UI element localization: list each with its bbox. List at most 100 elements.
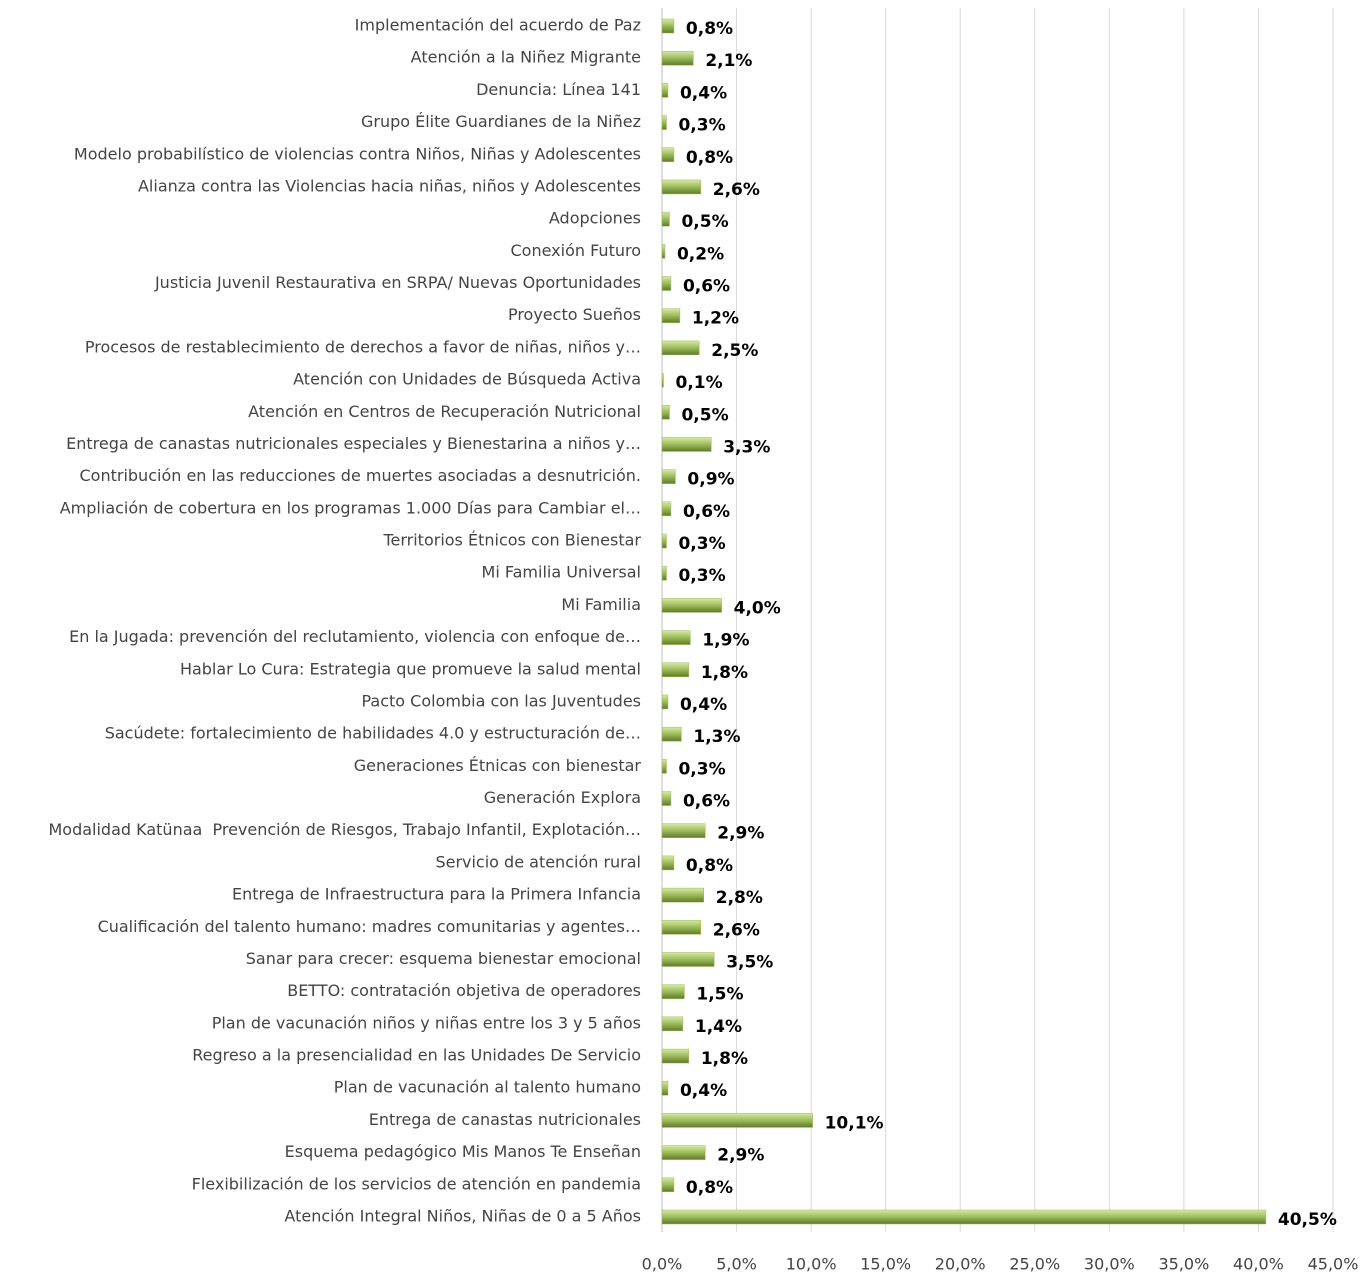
- category-label: Regreso a la presencialidad en las Unida…: [192, 1046, 641, 1065]
- bar: [661, 244, 666, 259]
- category-label: Sacúdete: fortalecimiento de habilidades…: [105, 724, 641, 743]
- bar: [661, 984, 685, 999]
- category-label: Generaciones Étnicas con bienestar: [354, 756, 642, 775]
- bar: [661, 565, 667, 581]
- bar: [661, 920, 702, 935]
- category-label: Modalidad Katünaa Prevención de Riesgos,…: [48, 820, 641, 839]
- bar: [661, 115, 667, 130]
- bar: [661, 1209, 1267, 1225]
- category-label: Servicio de atención rural: [435, 852, 641, 871]
- x-tick-label: 30,0%: [1084, 1255, 1135, 1274]
- category-label: Territorios Étnicos con Bienestar: [382, 531, 641, 550]
- category-label: Implementación del acuerdo de Paz: [355, 16, 641, 35]
- value-label: 1,3%: [693, 727, 740, 747]
- bar: [661, 1145, 706, 1160]
- value-label: 2,6%: [713, 920, 760, 940]
- value-label: 2,1%: [705, 51, 752, 71]
- category-label: Conexión Futuro: [511, 241, 642, 260]
- value-label: 2,9%: [717, 1146, 764, 1166]
- value-label: 3,3%: [723, 437, 770, 457]
- category-label: Pacto Colombia con las Juventudes: [362, 691, 642, 710]
- category-label: Proyecto Sueños: [508, 305, 641, 324]
- value-label: 2,6%: [713, 180, 760, 200]
- category-label: Atención en Centros de Recuperación Nutr…: [248, 402, 641, 421]
- bar: [661, 1080, 669, 1096]
- value-label: 0,3%: [678, 759, 725, 779]
- category-label: Cualificación del talento humano: madres…: [98, 917, 641, 936]
- value-label: 2,5%: [711, 341, 758, 361]
- bar: [661, 437, 712, 452]
- bar: [661, 340, 700, 356]
- value-label: 4,0%: [734, 598, 781, 618]
- category-label: Adopciones: [549, 209, 641, 228]
- bar: [661, 50, 694, 66]
- bar: [661, 630, 691, 645]
- bar: [661, 372, 664, 388]
- bar: [661, 179, 702, 195]
- value-label: 0,8%: [686, 856, 733, 876]
- bar: [661, 211, 670, 227]
- value-label: 0,4%: [680, 83, 727, 103]
- value-label: 10,1%: [825, 1113, 884, 1133]
- bar: [661, 952, 715, 967]
- value-label: 0,4%: [680, 695, 727, 715]
- bar: [661, 1048, 690, 1064]
- x-tick-label: 0,0%: [642, 1255, 683, 1274]
- value-label: 3,5%: [726, 952, 773, 972]
- value-label: 40,5%: [1278, 1210, 1337, 1230]
- bar: [661, 662, 690, 678]
- bar: [661, 147, 675, 163]
- value-label: 0,4%: [680, 1081, 727, 1101]
- bar: [661, 501, 672, 517]
- x-tick-label: 20,0%: [935, 1255, 986, 1274]
- bar: [661, 405, 670, 420]
- category-label: Contribución en las reducciones de muert…: [80, 466, 642, 485]
- bar: [661, 855, 675, 871]
- bar: [661, 18, 675, 34]
- value-label: 0,5%: [681, 212, 728, 232]
- bar: [661, 1177, 675, 1193]
- category-label: Esquema pedagógico Mis Manos Te Enseñan: [285, 1142, 641, 1161]
- bar: [661, 469, 676, 484]
- value-label: 1,5%: [696, 985, 743, 1005]
- category-label: Entrega de canastas nutricionales: [369, 1110, 641, 1129]
- value-label: 0,8%: [686, 19, 733, 39]
- value-label: 1,9%: [702, 631, 749, 651]
- value-label: 1,2%: [692, 309, 739, 329]
- x-tick-label: 25,0%: [1009, 1255, 1060, 1274]
- category-label: Plan de vacunación al talento humano: [334, 1078, 641, 1097]
- value-label: 0,5%: [681, 405, 728, 425]
- value-label: 0,6%: [683, 277, 730, 297]
- category-label: Hablar Lo Cura: Estrategia que promueve …: [180, 659, 641, 678]
- value-label: 1,8%: [701, 1049, 748, 1069]
- value-label: 1,8%: [701, 663, 748, 683]
- x-tick-label: 45,0%: [1308, 1255, 1359, 1274]
- category-label: Atención con Unidades de Búsqueda Activa: [293, 370, 641, 389]
- value-label: 0,8%: [686, 148, 733, 168]
- value-label: 0,2%: [677, 244, 724, 264]
- category-label: Atención Integral Niños, Niñas de 0 a 5 …: [284, 1207, 641, 1226]
- x-tick-label: 40,0%: [1233, 1255, 1284, 1274]
- category-label: Atención a la Niñez Migrante: [411, 48, 641, 67]
- value-label: 0,1%: [675, 373, 722, 393]
- value-label: 0,9%: [687, 470, 734, 490]
- category-label: Generación Explora: [484, 788, 641, 807]
- bar: [661, 823, 706, 838]
- bar: [661, 791, 672, 806]
- category-label: Mi Familia: [561, 595, 641, 614]
- value-label: 2,8%: [716, 888, 763, 908]
- category-label: Flexibilización de los servicios de aten…: [192, 1174, 641, 1193]
- bar: [661, 308, 681, 323]
- category-label: Grupo Élite Guardianes de la Niñez: [361, 112, 641, 131]
- value-label: 2,9%: [717, 824, 764, 844]
- bar: [661, 533, 667, 549]
- category-label: Entrega de Infraestructura para la Prime…: [232, 885, 641, 904]
- category-label: Justicia Juvenil Restaurativa en SRPA/ N…: [154, 273, 641, 292]
- x-tick-label: 10,0%: [786, 1255, 837, 1274]
- value-label: 0,6%: [683, 792, 730, 812]
- category-label: Ampliación de cobertura en los programas…: [60, 498, 641, 517]
- x-tick-label: 5,0%: [716, 1255, 757, 1274]
- value-label: 0,6%: [683, 502, 730, 522]
- category-label: BETTO: contratación objetiva de operador…: [287, 981, 641, 1000]
